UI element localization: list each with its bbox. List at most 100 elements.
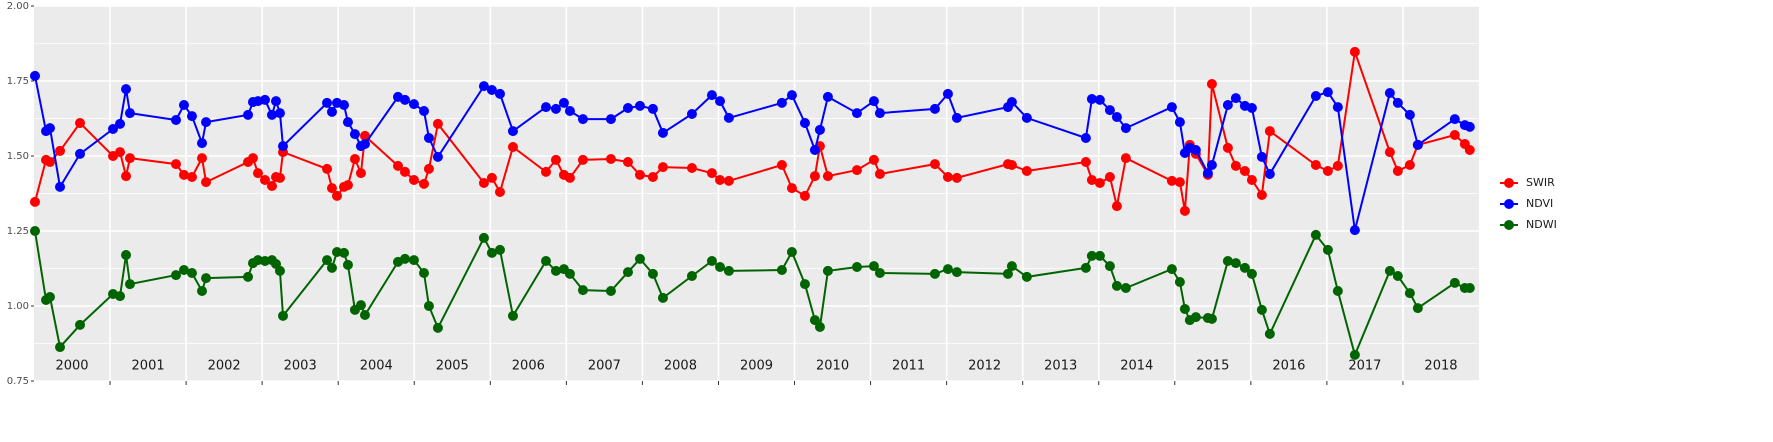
x-tick-label: 2004 <box>360 359 393 374</box>
data-point <box>1094 250 1105 261</box>
data-point <box>1256 151 1267 162</box>
data-point <box>1449 130 1460 140</box>
data-point <box>540 102 551 113</box>
data-point <box>686 109 697 119</box>
data-point <box>115 118 126 129</box>
data-point <box>349 154 360 164</box>
data-point <box>1104 261 1115 272</box>
data-point <box>929 159 940 170</box>
data-point <box>1021 112 1032 123</box>
data-point <box>408 175 419 185</box>
data-point <box>359 310 370 320</box>
data-point <box>121 171 132 182</box>
data-point <box>786 247 797 257</box>
data-point <box>540 256 551 266</box>
data-point <box>197 153 208 164</box>
data-point <box>1412 139 1423 150</box>
y-tick-label: 1.75 <box>7 76 29 87</box>
data-point <box>647 268 658 279</box>
data-point <box>634 169 645 180</box>
data-point <box>1239 166 1250 176</box>
data-point <box>170 270 181 281</box>
data-point <box>1230 258 1241 269</box>
data-point <box>1310 229 1321 240</box>
data-point <box>342 117 353 128</box>
data-point <box>1174 177 1185 188</box>
data-point <box>418 178 429 189</box>
y-tick-label: 1.25 <box>7 226 29 237</box>
data-point <box>44 123 55 134</box>
x-tick-label: 2012 <box>968 359 1001 374</box>
data-point <box>124 279 135 290</box>
data-point <box>359 139 370 149</box>
x-tick-label: 2006 <box>512 359 545 374</box>
data-point <box>1222 100 1233 110</box>
data-point <box>951 267 962 278</box>
data-point <box>55 181 66 192</box>
data-point <box>408 255 419 266</box>
data-point <box>622 103 633 113</box>
data-point <box>540 166 551 177</box>
data-point <box>1166 175 1177 186</box>
data-point <box>277 310 288 321</box>
data-point <box>1179 304 1190 314</box>
data-point <box>1080 157 1091 167</box>
data-point <box>359 130 370 141</box>
data-point <box>1094 178 1105 188</box>
data-point <box>201 273 212 284</box>
x-tick-label: 2016 <box>1272 359 1305 374</box>
data-point <box>331 190 342 201</box>
data-point <box>723 175 734 186</box>
data-point <box>1264 169 1275 179</box>
data-point <box>822 265 833 276</box>
data-point <box>1166 102 1177 113</box>
data-point <box>270 96 281 107</box>
data-point <box>478 81 489 92</box>
data-point <box>201 177 212 188</box>
data-point <box>1384 265 1395 276</box>
data-point <box>399 94 410 105</box>
data-point <box>178 169 189 180</box>
data-point <box>1190 145 1201 155</box>
data-point <box>399 253 410 264</box>
data-point <box>1179 205 1190 216</box>
data-point <box>822 91 833 102</box>
data-point <box>1206 79 1217 89</box>
data-point <box>1104 172 1115 182</box>
data-point <box>1384 88 1395 98</box>
data-point <box>274 265 285 276</box>
data-point <box>478 232 489 243</box>
data-point <box>814 322 825 332</box>
data-point <box>647 172 658 182</box>
data-point <box>1404 288 1415 299</box>
data-point <box>1230 93 1241 104</box>
data-point <box>851 165 862 176</box>
data-point <box>197 286 208 296</box>
data-point <box>1392 166 1403 176</box>
data-point <box>564 268 575 279</box>
data-point <box>201 117 212 128</box>
x-tick-label: 2001 <box>132 359 165 374</box>
data-point <box>1006 261 1017 272</box>
data-point <box>326 262 337 273</box>
data-point <box>647 103 658 114</box>
legend-label: NDWI <box>1526 218 1557 231</box>
data-point <box>243 109 254 120</box>
data-point <box>1310 91 1321 101</box>
data-point <box>277 141 288 152</box>
data-point <box>1264 126 1275 137</box>
data-point <box>75 319 86 330</box>
data-point <box>776 160 787 170</box>
legend-marker <box>1504 178 1514 188</box>
x-tick-label: 2018 <box>1424 359 1457 374</box>
data-point <box>178 100 189 110</box>
data-point <box>706 90 717 101</box>
data-point <box>564 106 575 116</box>
data-point <box>486 172 497 183</box>
data-point <box>799 118 810 128</box>
data-point <box>115 147 126 158</box>
data-point <box>686 271 697 281</box>
data-point <box>266 109 277 120</box>
